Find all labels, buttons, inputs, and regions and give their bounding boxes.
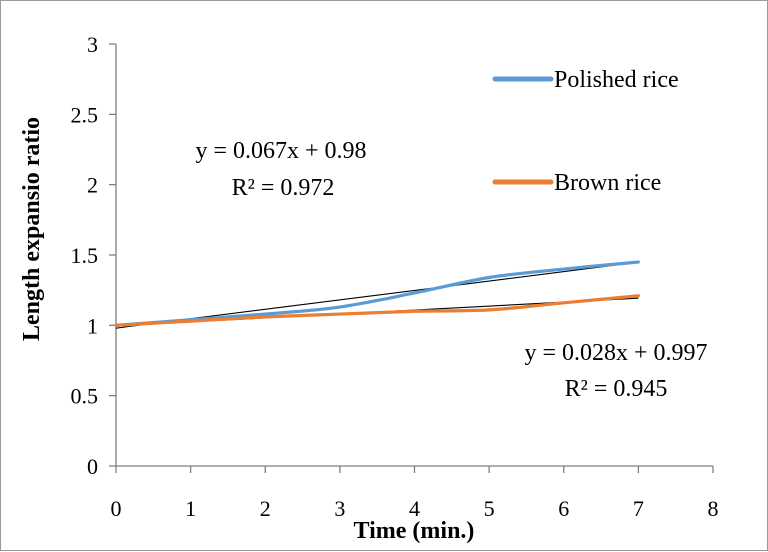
trendline-equations: y = 0.067x + 0.98 R² = 0.972 y = 0.028x … — [195, 138, 707, 402]
legend-label-brown: Brown rice — [554, 170, 661, 196]
y-axis-title: Length expansio ratio — [19, 117, 45, 341]
y-tick-label: 2 — [87, 173, 98, 198]
x-tick-label: 3 — [334, 496, 345, 521]
legend-label-polished: Polished rice — [554, 67, 679, 93]
axes — [109, 43, 714, 473]
x-tick-label: 8 — [708, 496, 719, 521]
y-tick-label: 0.5 — [71, 384, 99, 409]
y-tick-label: 1 — [87, 313, 98, 338]
y-tick-label: 0 — [87, 454, 98, 479]
x-tick-labels: 0 1 2 3 4 5 6 7 8 — [111, 496, 719, 521]
y-tick-label: 3 — [87, 32, 98, 57]
brown-r2: R² = 0.945 — [565, 376, 668, 402]
brown-equation: y = 0.028x + 0.997 — [524, 340, 707, 366]
x-tick-label: 2 — [260, 496, 271, 521]
y-tick-label: 1.5 — [71, 243, 99, 268]
polished-equation: y = 0.067x + 0.98 — [195, 138, 366, 164]
polished-r2: R² = 0.972 — [232, 175, 335, 201]
x-tick-label: 1 — [185, 496, 196, 521]
x-axis-title: Time (min.) — [354, 518, 475, 544]
series-line-1 — [114, 294, 640, 327]
x-tick-label: 6 — [558, 496, 569, 521]
y-tick-label: 2.5 — [71, 102, 99, 127]
data-series — [114, 260, 640, 327]
x-tick-label: 5 — [484, 496, 495, 521]
trendline-0 — [115, 261, 639, 329]
x-tick-label: 0 — [111, 496, 122, 521]
x-tick-label: 7 — [633, 496, 644, 521]
y-tick-labels: 0 0.5 1 1.5 2 2.5 3 — [71, 32, 99, 479]
x-tick-label: 4 — [409, 496, 420, 521]
legend: Polished rice Brown rice — [492, 67, 679, 196]
